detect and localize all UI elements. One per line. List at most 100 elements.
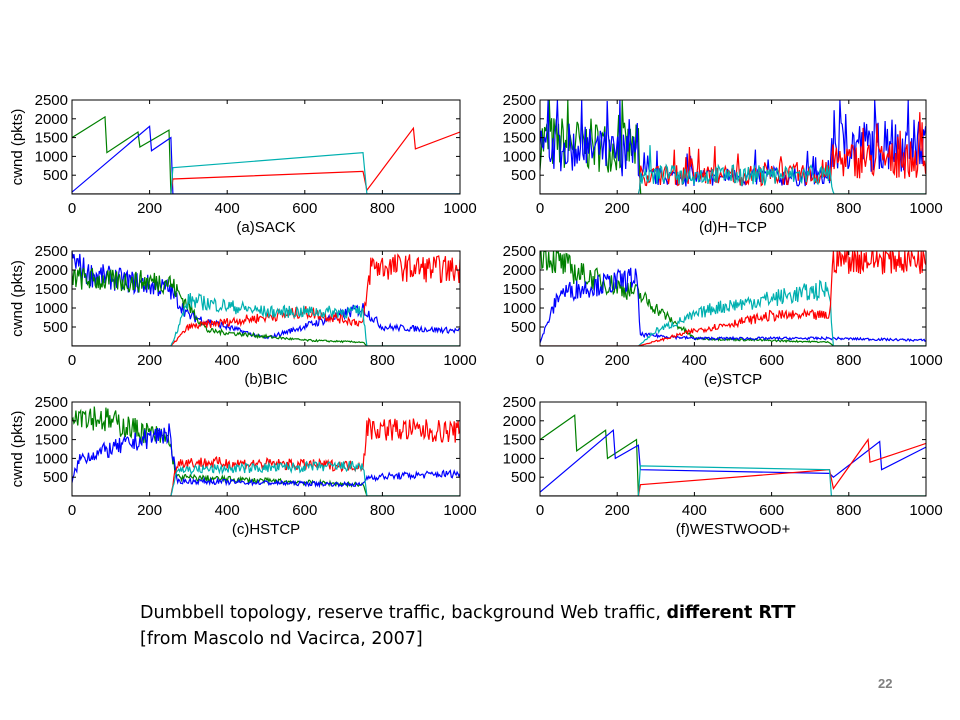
y-tick-label: 2500	[503, 243, 536, 260]
plot-frame	[539, 99, 927, 195]
y-tick-label: 2500	[503, 394, 536, 411]
y-tick-label: 1000	[35, 300, 68, 317]
chart-title: (b)BIC	[244, 371, 288, 388]
y-tick-label: 1500	[35, 432, 68, 449]
plot-area	[72, 115, 460, 194]
y-tick-label: 500	[511, 469, 536, 486]
y-tick-label: 2500	[35, 92, 68, 109]
plot-frame	[71, 250, 461, 347]
series-line-2	[72, 267, 460, 346]
plot-frame	[539, 250, 927, 347]
y-tick-label: 500	[43, 167, 68, 184]
x-tick-label: 200	[137, 200, 162, 217]
x-tick-label: 0	[536, 502, 544, 519]
y-tick-label: 1500	[35, 281, 68, 298]
x-tick-label: 1000	[909, 502, 942, 519]
series-line-1	[540, 251, 926, 346]
series-line-1	[540, 414, 926, 496]
plot-frame	[539, 401, 927, 497]
y-tick-label: 2000	[35, 111, 68, 128]
x-tick-label: 400	[682, 502, 707, 519]
chart-title: (e)STCP	[704, 371, 762, 388]
plot-area	[72, 251, 460, 346]
chart-title: (f)WESTWOOD+	[676, 521, 791, 538]
plot-frame	[71, 99, 461, 195]
x-tick-label: 400	[682, 200, 707, 217]
y-tick-label: 1000	[503, 450, 536, 467]
y-tick-label: 2000	[35, 262, 68, 279]
y-tick-label: 500	[43, 319, 68, 336]
y-axis-label: cwnd (pkts)	[9, 411, 26, 488]
x-tick-label: 200	[137, 352, 162, 369]
x-tick-label: 1000	[443, 352, 476, 369]
plot-frame	[71, 401, 461, 497]
x-tick-label: 0	[68, 352, 76, 369]
slide-number: 22	[878, 676, 893, 691]
plot-area	[540, 251, 926, 346]
chart-panel-b: 0 200 400 600 800 1000 500 1000 1500 2000 2500 (b)B…	[9, 243, 477, 388]
x-tick-label: 200	[605, 200, 630, 217]
y-tick-label: 1500	[503, 130, 536, 147]
x-tick-label: 600	[759, 200, 784, 217]
y-tick-label: 2000	[35, 413, 68, 430]
y-tick-label: 1000	[503, 300, 536, 317]
y-tick-label: 1000	[503, 148, 536, 165]
y-tick-label: 2000	[503, 111, 536, 128]
x-tick-label: 400	[215, 352, 240, 369]
x-tick-label: 200	[605, 502, 630, 519]
series-line-1	[72, 406, 460, 496]
y-tick-label: 1500	[503, 432, 536, 449]
y-tick-label: 2500	[35, 394, 68, 411]
series-line-4	[540, 251, 926, 346]
series-line-4	[72, 151, 460, 194]
series-line-2	[540, 428, 926, 493]
chart-panel-a: 0 200 400 600 800 10005001000150020002500(a)S…	[9, 92, 477, 236]
y-tick-label: 1500	[35, 130, 68, 147]
x-tick-label: 600	[292, 502, 317, 519]
x-tick-label: 800	[836, 200, 861, 217]
x-tick-label: 1000	[909, 200, 942, 217]
x-tick-label: 600	[759, 502, 784, 519]
series-line-1	[72, 251, 460, 340]
x-tick-label: 400	[215, 502, 240, 519]
y-axis-label: cwnd (pkts)	[9, 260, 26, 337]
y-tick-label: 500	[43, 469, 68, 486]
series-line-3	[540, 112, 926, 194]
x-tick-label: 200	[137, 502, 162, 519]
x-tick-label: 400	[215, 200, 240, 217]
x-tick-label: 600	[292, 352, 317, 369]
caption-line-2: [from Mascolo nd Vacirca, 2007]	[140, 629, 423, 649]
series-line-3	[72, 417, 460, 496]
caption-emphasis: different RTT	[666, 603, 796, 623]
x-tick-label: 0	[536, 352, 544, 369]
series-line-4	[540, 465, 926, 496]
caption: Dumbbell topology, reserve traffic, back…	[140, 600, 795, 652]
x-tick-label: 800	[836, 352, 861, 369]
y-tick-label: 2500	[35, 243, 68, 260]
chart-panel-f: 0 200 400 600 800 10005001000150020002500(f)W…	[503, 394, 943, 538]
x-tick-label: 1000	[909, 352, 942, 369]
x-tick-label: 200	[605, 352, 630, 369]
x-tick-label: 0	[68, 502, 76, 519]
series-line-4	[72, 460, 460, 496]
chart-title: (c)HSTCP	[232, 521, 300, 538]
series-line-3	[540, 279, 926, 346]
x-tick-label: 800	[836, 502, 861, 519]
chart-panel-e: 0 200 400 600 800 1000 500 1000 1500 2000 2500 (e)S…	[503, 243, 943, 388]
x-tick-label: 1000	[443, 502, 476, 519]
x-tick-label: 400	[682, 352, 707, 369]
y-tick-label: 1000	[35, 148, 68, 165]
x-tick-label: 0	[536, 200, 544, 217]
plot-area	[540, 414, 926, 496]
plot-area	[72, 406, 460, 496]
caption-line-1: Dumbbell topology, reserve traffic, back…	[140, 600, 795, 626]
series-line-1	[540, 100, 926, 194]
series-line-3	[72, 126, 460, 194]
x-tick-label: 800	[370, 502, 395, 519]
chart-panel-c: 0 200 400 600 800 10005001000150020002500(c)H…	[9, 394, 477, 538]
y-tick-label: 1000	[35, 450, 68, 467]
x-tick-label: 1000	[443, 200, 476, 217]
series-line-4	[540, 145, 926, 194]
chart-title: (d)H−TCP	[699, 219, 767, 236]
x-tick-label: 600	[292, 200, 317, 217]
